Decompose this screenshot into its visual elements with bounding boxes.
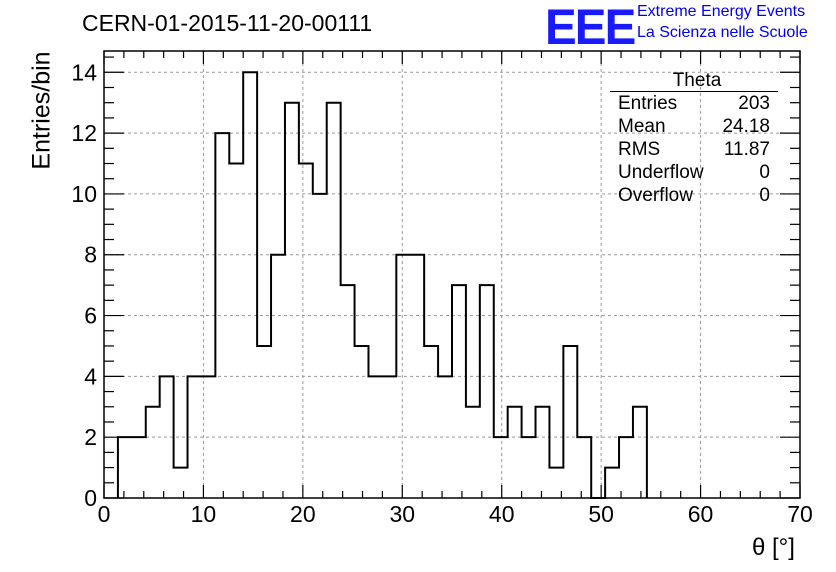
stats-value: 24.18 bbox=[722, 116, 770, 137]
histogram-bin bbox=[215, 133, 229, 498]
y-tick-label: 4 bbox=[84, 363, 97, 389]
stats-value: 11.87 bbox=[723, 139, 770, 160]
histogram-bin bbox=[132, 437, 146, 498]
stats-value: 0 bbox=[759, 162, 770, 183]
y-tick-label: 12 bbox=[71, 120, 97, 146]
x-tick-label: 40 bbox=[489, 501, 515, 527]
logo-caption-line1: Extreme Energy Events bbox=[637, 3, 806, 20]
x-tick-label: 30 bbox=[389, 501, 415, 527]
stats-row-mean: Mean 24.18 bbox=[610, 115, 778, 138]
histogram-bin bbox=[508, 407, 522, 498]
axis-ticks bbox=[103, 51, 801, 499]
stats-label: RMS bbox=[618, 139, 661, 160]
stats-title: Theta bbox=[610, 70, 778, 92]
y-tick-label: 14 bbox=[71, 59, 97, 85]
stats-label: Underflow bbox=[618, 162, 704, 183]
stats-value: 0 bbox=[759, 185, 770, 206]
y-tick-label: 0 bbox=[84, 485, 97, 511]
histogram-bin bbox=[605, 468, 619, 498]
histogram-bin bbox=[327, 103, 341, 498]
y-tick-label: 6 bbox=[84, 303, 97, 329]
histogram-bin bbox=[633, 407, 647, 498]
x-tick-label: 10 bbox=[191, 501, 217, 527]
stats-row-entries: Entries 203 bbox=[610, 92, 778, 115]
y-tick-label: 2 bbox=[84, 424, 97, 450]
histogram-bin bbox=[536, 407, 550, 498]
stats-label: Entries bbox=[618, 93, 678, 114]
histogram-series bbox=[116, 71, 648, 499]
x-tick-label: 60 bbox=[688, 501, 714, 527]
x-axis-label: θ [°] bbox=[752, 534, 795, 561]
histogram-bin bbox=[229, 164, 243, 498]
histogram-bin bbox=[285, 103, 299, 498]
y-axis-label: Entries/bin bbox=[27, 51, 56, 170]
chart-title: CERN-01-2015-11-20-00111 bbox=[82, 10, 373, 36]
histogram-bin bbox=[174, 468, 188, 498]
histogram-bin bbox=[355, 346, 369, 498]
stats-row-rms: RMS 11.87 bbox=[610, 138, 778, 161]
histogram-bin bbox=[480, 285, 494, 498]
histogram-bin bbox=[452, 285, 466, 498]
stats-value: 203 bbox=[738, 93, 770, 114]
histogram-bin bbox=[522, 437, 536, 498]
eee-logo: EEE bbox=[545, 0, 636, 55]
histogram-bin bbox=[257, 346, 271, 498]
histogram-bin bbox=[424, 346, 438, 498]
plot-frame bbox=[103, 50, 801, 499]
y-tick-label: 8 bbox=[84, 242, 97, 268]
stats-label: Overflow bbox=[618, 185, 693, 206]
histogram-bin bbox=[299, 164, 313, 498]
histogram-bin bbox=[494, 437, 508, 498]
stats-row-overflow: Overflow 0 bbox=[610, 184, 778, 207]
histogram-bin bbox=[577, 437, 591, 498]
histogram-bin bbox=[563, 346, 577, 498]
histogram-bin bbox=[619, 437, 633, 498]
histogram-bin bbox=[243, 72, 257, 498]
grid-lines bbox=[104, 51, 800, 498]
histogram-bin bbox=[466, 407, 480, 498]
histogram-outline bbox=[116, 71, 648, 499]
stats-label: Mean bbox=[618, 116, 666, 137]
stats-row-underflow: Underflow 0 bbox=[610, 161, 778, 184]
x-tick-label: 70 bbox=[787, 501, 813, 527]
histogram-bin bbox=[146, 407, 160, 498]
histogram-bin bbox=[313, 194, 327, 498]
stats-box: Theta Entries 203 Mean 24.18 RMS 11.87 U… bbox=[610, 70, 778, 207]
histogram-bin bbox=[341, 285, 355, 498]
x-tick-label: 20 bbox=[290, 501, 316, 527]
x-tick-label: 0 bbox=[98, 501, 111, 527]
axes bbox=[103, 50, 801, 499]
histogram-bin bbox=[118, 437, 132, 498]
x-tick-label: 50 bbox=[588, 501, 614, 527]
logo-caption-line2: La Scienza nelle Scuole bbox=[637, 24, 808, 41]
y-tick-label: 10 bbox=[71, 181, 97, 207]
